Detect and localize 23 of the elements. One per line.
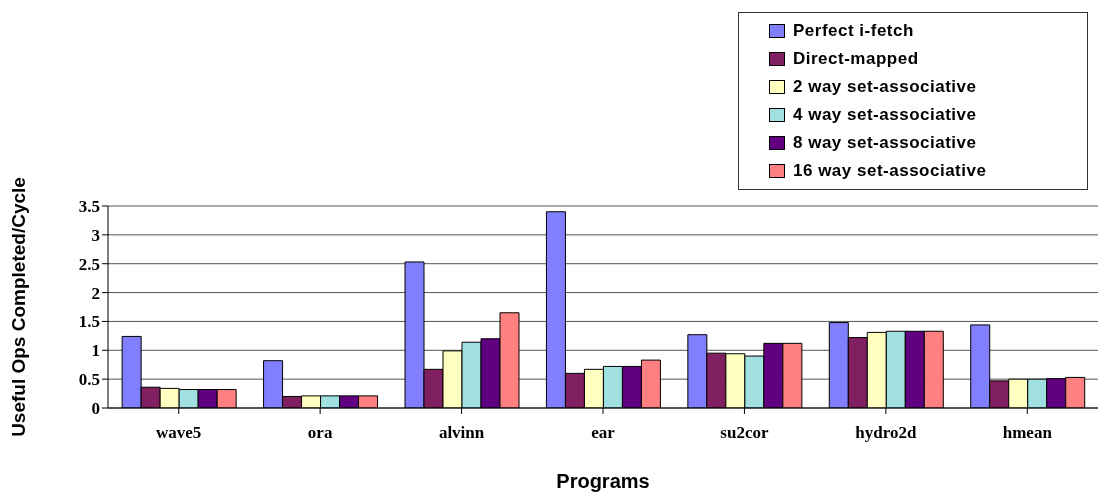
x-tick-label: ear <box>591 423 616 443</box>
x-axis-title: Programs <box>556 470 650 492</box>
y-tick-label: 0 <box>91 399 100 419</box>
x-tick-label: alvinn <box>438 423 485 443</box>
y-tick-label: 3.5 <box>78 197 100 217</box>
x-tick-label: hmean <box>1002 423 1053 443</box>
y-tick-label: 0.5 <box>78 370 100 390</box>
legend-label: 2 way set-associative <box>793 77 977 97</box>
y-axis-title: Useful Ops Completed/Cycle <box>7 177 29 437</box>
legend-label: Direct-mapped <box>793 49 919 69</box>
legend-label: Perfect i-fetch <box>793 21 914 41</box>
x-tick-label: wave5 <box>156 423 202 443</box>
y-tick-label: 2 <box>91 283 100 303</box>
y-tick-label: 1 <box>91 341 100 361</box>
x-tick-label: hydro2d <box>855 423 917 443</box>
legend-label: 8 way set-associative <box>793 133 977 153</box>
y-tick-label: 1.5 <box>78 312 100 332</box>
x-tick-label: su2cor <box>720 423 769 443</box>
x-tick-label: ora <box>307 423 333 443</box>
legend-label: 16 way set-associative <box>793 161 987 181</box>
y-tick-label: 2.5 <box>78 254 100 274</box>
y-tick-label: 3 <box>91 225 100 245</box>
legend-label: 4 way set-associative <box>793 105 977 125</box>
